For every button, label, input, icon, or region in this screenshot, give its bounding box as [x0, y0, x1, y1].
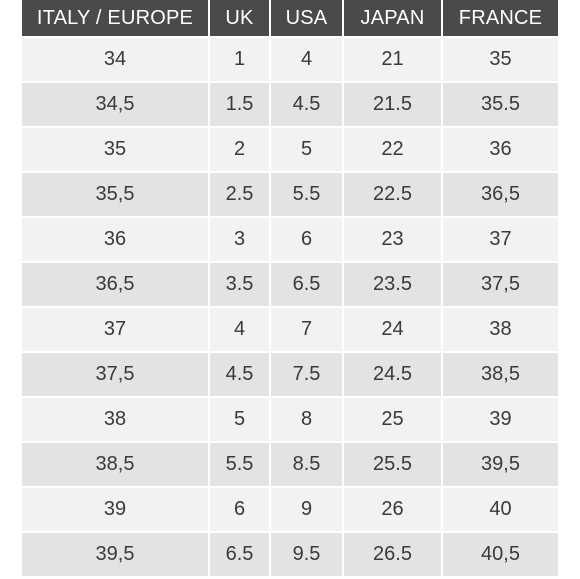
cell-france: 39	[443, 396, 558, 441]
table-row: 38 5 8 25 39	[22, 396, 558, 441]
cell-italy-europe: 37,5	[22, 351, 210, 396]
cell-uk: 5	[210, 396, 271, 441]
cell-japan: 24	[344, 306, 443, 351]
cell-uk: 2	[210, 126, 271, 171]
cell-italy-europe: 37	[22, 306, 210, 351]
header-uk: UK	[210, 0, 271, 36]
cell-france: 40,5	[443, 531, 558, 576]
cell-italy-europe: 38,5	[22, 441, 210, 486]
header-italy-europe: ITALY / EUROPE	[22, 0, 210, 36]
cell-usa: 6	[271, 216, 344, 261]
cell-usa: 5.5	[271, 171, 344, 216]
header-france: FRANCE	[443, 0, 558, 36]
cell-usa: 4.5	[271, 81, 344, 126]
table-body: 34 1 4 21 35 34,5 1.5 4.5 21.5 35.5 35 2 5 22 36 35,5 2.…	[22, 36, 558, 576]
header-usa: USA	[271, 0, 344, 36]
header-japan: JAPAN	[344, 0, 443, 36]
table-row: 39,5 6.5 9.5 26.5 40,5	[22, 531, 558, 576]
table-row: 36 3 6 23 37	[22, 216, 558, 261]
cell-uk: 6	[210, 486, 271, 531]
cell-japan: 23.5	[344, 261, 443, 306]
cell-japan: 21	[344, 36, 443, 81]
cell-uk: 5.5	[210, 441, 271, 486]
cell-france: 37	[443, 216, 558, 261]
cell-japan: 22.5	[344, 171, 443, 216]
table-row: 36,5 3.5 6.5 23.5 37,5	[22, 261, 558, 306]
cell-italy-europe: 36	[22, 216, 210, 261]
table-row: 38,5 5.5 8.5 25.5 39,5	[22, 441, 558, 486]
cell-italy-europe: 34,5	[22, 81, 210, 126]
cell-uk: 4.5	[210, 351, 271, 396]
cell-france: 38,5	[443, 351, 558, 396]
cell-france: 36	[443, 126, 558, 171]
cell-italy-europe: 39,5	[22, 531, 210, 576]
cell-italy-europe: 34	[22, 36, 210, 81]
table-row: 35,5 2.5 5.5 22.5 36,5	[22, 171, 558, 216]
cell-italy-europe: 39	[22, 486, 210, 531]
cell-france: 35	[443, 36, 558, 81]
cell-usa: 4	[271, 36, 344, 81]
cell-japan: 26	[344, 486, 443, 531]
table-row: 37,5 4.5 7.5 24.5 38,5	[22, 351, 558, 396]
cell-uk: 3.5	[210, 261, 271, 306]
table-row: 37 4 7 24 38	[22, 306, 558, 351]
cell-italy-europe: 35	[22, 126, 210, 171]
cell-japan: 21.5	[344, 81, 443, 126]
cell-france: 37,5	[443, 261, 558, 306]
cell-japan: 25	[344, 396, 443, 441]
cell-japan: 24.5	[344, 351, 443, 396]
cell-usa: 8	[271, 396, 344, 441]
table-header: ITALY / EUROPE UK USA JAPAN FRANCE	[22, 0, 558, 36]
cell-japan: 22	[344, 126, 443, 171]
cell-france: 36,5	[443, 171, 558, 216]
cell-uk: 6.5	[210, 531, 271, 576]
cell-usa: 6.5	[271, 261, 344, 306]
table-row: 34,5 1.5 4.5 21.5 35.5	[22, 81, 558, 126]
cell-uk: 3	[210, 216, 271, 261]
cell-france: 40	[443, 486, 558, 531]
cell-uk: 2.5	[210, 171, 271, 216]
cell-france: 35.5	[443, 81, 558, 126]
cell-uk: 1	[210, 36, 271, 81]
table-row: 39 6 9 26 40	[22, 486, 558, 531]
cell-usa: 9	[271, 486, 344, 531]
cell-italy-europe: 35,5	[22, 171, 210, 216]
cell-japan: 26.5	[344, 531, 443, 576]
table-row: 34 1 4 21 35	[22, 36, 558, 81]
cell-japan: 23	[344, 216, 443, 261]
cell-usa: 7	[271, 306, 344, 351]
cell-usa: 5	[271, 126, 344, 171]
cell-italy-europe: 36,5	[22, 261, 210, 306]
cell-usa: 8.5	[271, 441, 344, 486]
table-row: 35 2 5 22 36	[22, 126, 558, 171]
header-row: ITALY / EUROPE UK USA JAPAN FRANCE	[22, 0, 558, 36]
cell-uk: 4	[210, 306, 271, 351]
cell-uk: 1.5	[210, 81, 271, 126]
size-conversion-table: ITALY / EUROPE UK USA JAPAN FRANCE 34 1 4 2…	[22, 0, 558, 576]
cell-italy-europe: 38	[22, 396, 210, 441]
cell-usa: 9.5	[271, 531, 344, 576]
cell-france: 38	[443, 306, 558, 351]
cell-france: 39,5	[443, 441, 558, 486]
cell-usa: 7.5	[271, 351, 344, 396]
cell-japan: 25.5	[344, 441, 443, 486]
